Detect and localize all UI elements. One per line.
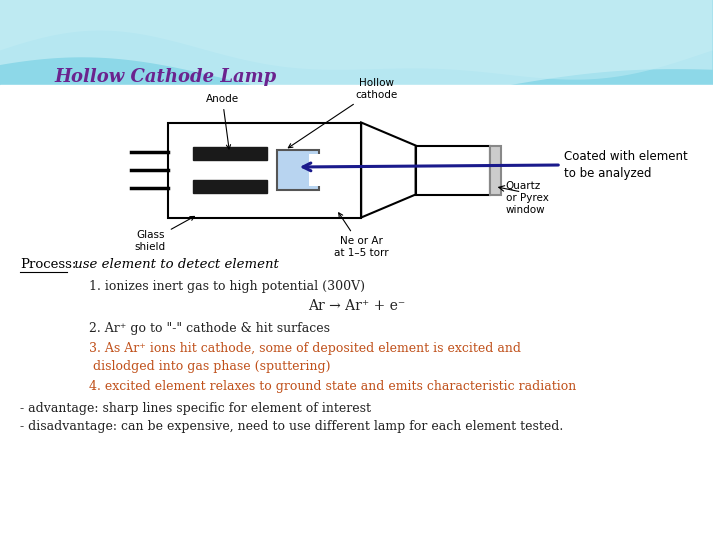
Bar: [193, 180, 267, 193]
Text: 2. Ar⁺ go to "-" cathode & hit surfaces: 2. Ar⁺ go to "-" cathode & hit surfaces: [89, 322, 330, 335]
Bar: [309, 154, 323, 186]
Bar: [193, 147, 267, 160]
Text: Ar → Ar⁺ + e⁻: Ar → Ar⁺ + e⁻: [307, 299, 405, 313]
Text: Hollow Cathode Lamp: Hollow Cathode Lamp: [55, 68, 276, 86]
Text: 3. As Ar⁺ ions hit cathode, some of deposited element is excited and: 3. As Ar⁺ ions hit cathode, some of depo…: [89, 342, 521, 355]
Text: dislodged into gas phase (sputtering): dislodged into gas phase (sputtering): [89, 360, 330, 373]
Text: - advantage: sharp lines specific for element of interest: - advantage: sharp lines specific for el…: [19, 402, 371, 415]
Point: [126, 185, 135, 191]
Bar: [277, 150, 319, 190]
Polygon shape: [0, 0, 713, 79]
Text: use element to detect element: use element to detect element: [71, 258, 279, 271]
Text: Ne or Ar
at 1–5 torr: Ne or Ar at 1–5 torr: [334, 213, 389, 258]
Text: 4. excited element relaxes to ground state and emits characteristic radiation: 4. excited element relaxes to ground sta…: [89, 380, 576, 393]
Point: [164, 167, 173, 173]
Point: [126, 148, 135, 155]
Text: Anode: Anode: [206, 94, 239, 149]
Bar: [490, 145, 500, 194]
Point: [164, 185, 173, 191]
Polygon shape: [361, 123, 415, 218]
Text: 1. ionizes inert gas to high potential (300V): 1. ionizes inert gas to high potential (…: [89, 280, 365, 293]
Polygon shape: [0, 0, 713, 100]
Text: Quartz
or Pyrex
window: Quartz or Pyrex window: [505, 181, 549, 214]
Point: [126, 167, 135, 173]
Text: Hollow
cathode: Hollow cathode: [288, 78, 397, 148]
Point: [164, 148, 173, 155]
Text: Process:: Process:: [19, 258, 76, 271]
Bar: [0, 0, 713, 110]
Bar: [0, 85, 713, 540]
Bar: [415, 145, 490, 194]
Text: Glass
shield: Glass shield: [135, 217, 194, 252]
Bar: [168, 123, 361, 218]
Text: - disadvantage: can be expensive, need to use different lamp for each element te: - disadvantage: can be expensive, need t…: [19, 420, 563, 433]
Text: Coated with element
to be analyzed: Coated with element to be analyzed: [564, 150, 688, 180]
